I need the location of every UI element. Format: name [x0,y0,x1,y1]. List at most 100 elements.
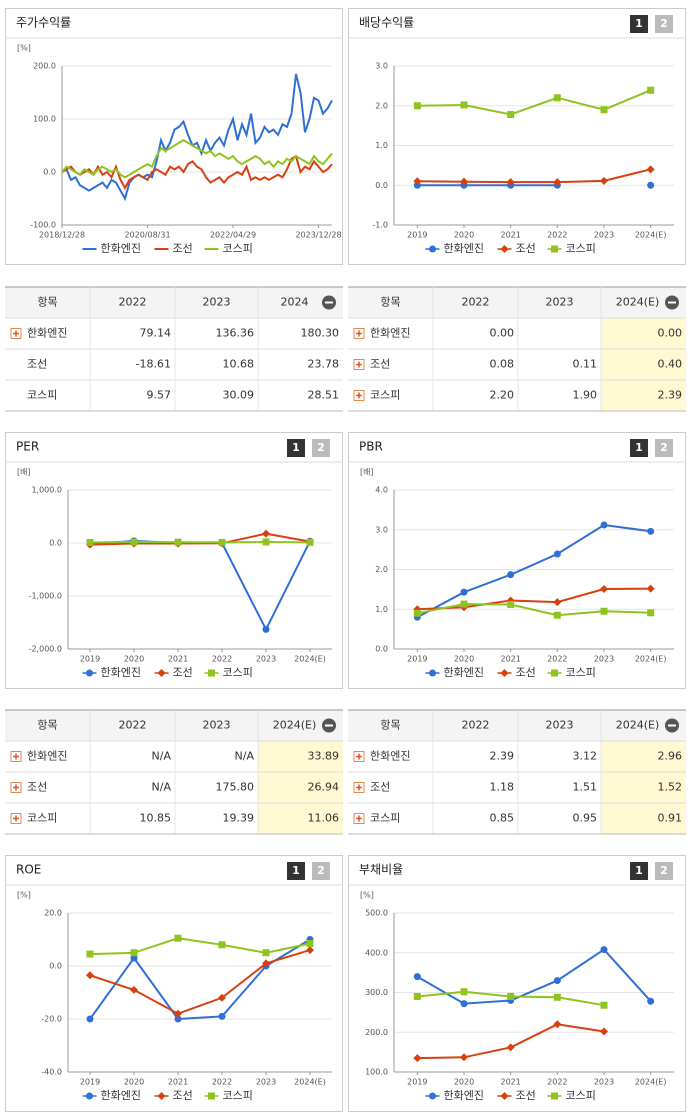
tab-label[interactable]: 2 [660,441,668,454]
x-tick-label: 2024(E) [294,655,326,664]
panel-title: PBR [359,440,383,454]
panel [5,432,343,689]
table-header: 2023 [546,719,574,732]
table-cell: 0.95 [573,812,598,825]
expand-icon-plus[interactable] [356,815,362,822]
expand-icon-plus[interactable] [356,784,362,791]
x-tick-label: 2019 [407,655,427,664]
tab-label[interactable]: 2 [317,864,325,877]
marker-square [86,950,94,958]
table-cell: N/A [152,750,172,763]
marker-square [130,949,138,957]
expand-icon-plus[interactable] [356,753,362,760]
expand-icon-plus[interactable] [356,361,362,368]
panel-title: 배당수익률 [359,16,414,30]
legend-label: 한화엔진 [101,666,141,679]
marker-circle [218,1012,226,1020]
tab-label[interactable]: 2 [660,864,668,877]
marker-square [553,94,561,102]
tab-button[interactable] [312,439,330,457]
marker-circle [429,1092,436,1100]
tab-button[interactable] [655,15,673,33]
marker-square [460,101,468,109]
tab-button[interactable] [655,862,673,880]
tab-label[interactable]: 1 [635,17,643,30]
table-cell: 2.96 [658,750,683,763]
x-tick-label: 2021 [168,655,188,664]
row-label: 조선 [370,781,390,794]
y-tick-label: 200.0 [365,1028,388,1037]
tab-label[interactable]: 1 [635,441,643,454]
marker-diamond [413,177,422,186]
tab-button[interactable] [655,439,673,457]
table-cell: 11.06 [308,812,340,825]
tab-button[interactable] [630,15,648,33]
marker-diamond [506,178,515,187]
table-header-bg [348,287,686,318]
x-tick-label: 2023 [594,1078,614,1087]
y-tick-label: 3.0 [375,62,388,71]
x-tick-label: 2024(E) [635,1078,667,1087]
tab-button[interactable] [630,439,648,457]
y-tick-label: 3.0 [375,525,388,534]
table-cell: N/A [235,750,255,763]
y-tick-label: 1.0 [375,141,388,150]
table-header: 2024(E) [616,296,660,309]
y-unit: [배] [17,468,31,477]
y-tick-label: 1,000.0 [31,486,62,495]
x-tick-label: 2023/12/28 [295,231,341,240]
x-tick-label: 2020 [454,655,474,664]
x-tick-label: 2023 [594,655,614,664]
tab-button[interactable] [630,862,648,880]
marker-circle [86,669,93,677]
expand-icon-plus[interactable] [356,392,362,399]
marker-diamond [157,669,166,677]
tab-label[interactable]: 2 [317,441,325,454]
series-line [89,949,311,1015]
expand-icon-plus[interactable] [13,815,19,822]
y-unit: [%] [17,891,31,900]
tab-button[interactable] [287,862,305,880]
tab-button[interactable] [312,862,330,880]
table-header: 항목 [380,719,400,732]
tab-label[interactable]: 1 [292,441,300,454]
table-cell: 1.90 [573,389,598,402]
marker-square [507,110,515,118]
table-cell: 2.39 [490,750,515,763]
x-tick-label: 2022 [547,1078,567,1087]
tab-label[interactable]: 2 [660,17,668,30]
expand-icon-plus[interactable] [356,330,362,337]
marker-square [551,669,558,677]
expand-icon-plus[interactable] [13,753,19,760]
expand-icon-plus[interactable] [13,784,19,791]
panel-title: PER [16,440,39,454]
x-tick-label: 2021 [168,1078,188,1087]
panel [5,8,343,265]
table-cell: 0.00 [490,327,515,340]
tab-label[interactable]: 1 [292,864,300,877]
marker-diamond [500,245,509,253]
table-cell: 1.51 [573,781,598,794]
x-tick-label: 2020 [124,655,144,664]
marker-circle [262,625,270,633]
table-header: 2023 [203,719,231,732]
table-header-bg [5,710,343,741]
legend-label: 조선 [516,1089,536,1102]
y-tick-label: 100.0 [33,115,56,124]
table-header-bg [348,710,686,741]
table-cell: 0.08 [490,358,515,371]
expand-icon-plus[interactable] [13,330,19,337]
y-tick-label: 0.0 [43,168,56,177]
x-tick-label: 2024(E) [635,231,667,240]
y-tick-label: -1.0 [372,221,388,230]
tab-button[interactable] [287,439,305,457]
table-cell: 10.68 [223,358,255,371]
x-tick-label: 2018/12/28 [39,231,85,240]
legend-label: 코스피 [223,242,253,255]
table-header: 2022 [462,296,490,309]
y-tick-label: 0.0 [375,181,388,190]
tab-label[interactable]: 1 [635,864,643,877]
y-tick-label: -1,000.0 [29,592,62,601]
marker-square [174,538,182,546]
series-line [89,532,311,546]
